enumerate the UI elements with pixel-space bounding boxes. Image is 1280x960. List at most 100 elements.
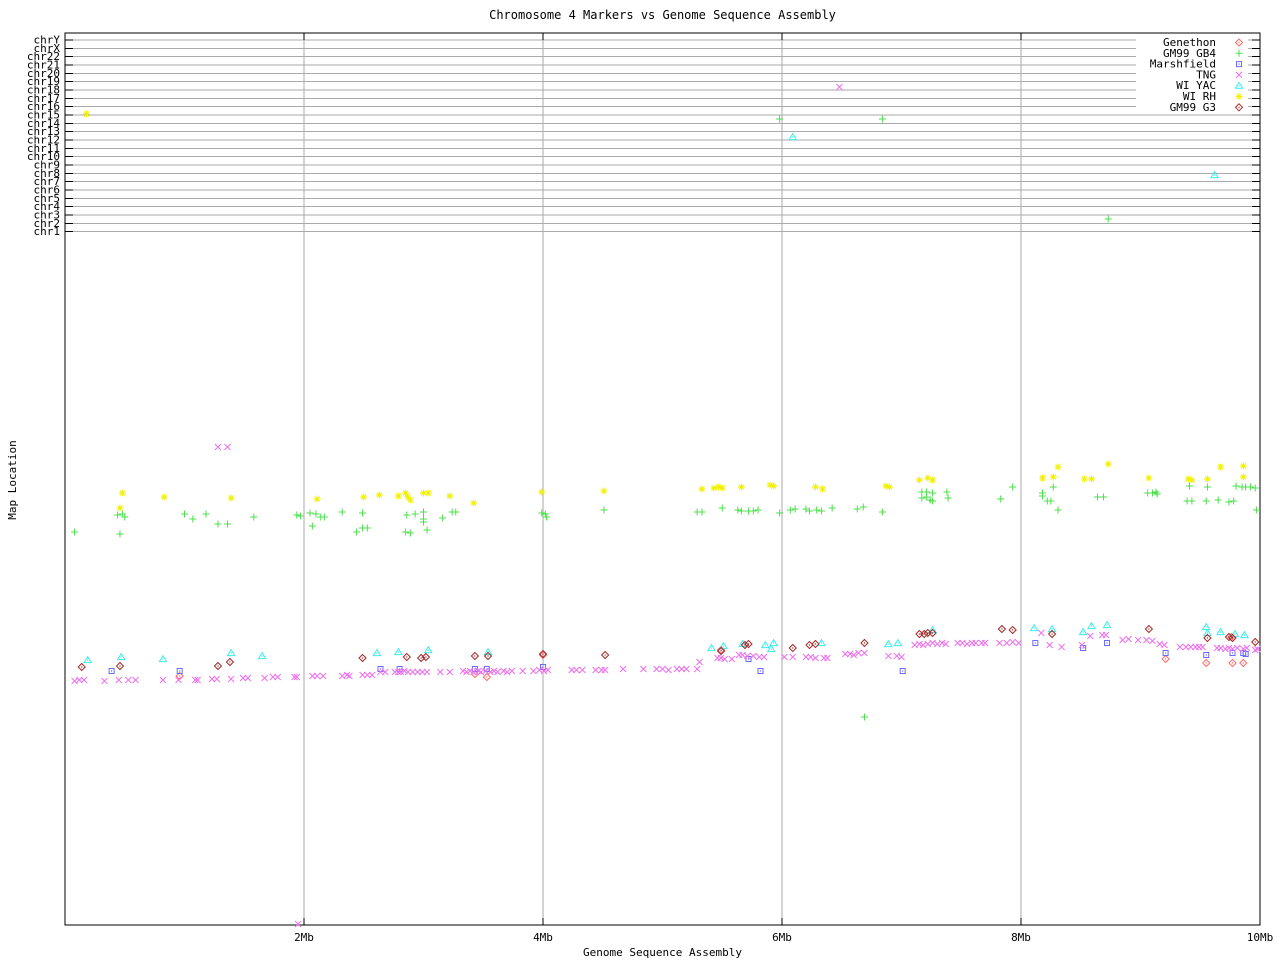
tng-point bbox=[1251, 646, 1259, 654]
legend-label-tng: TNG bbox=[1196, 68, 1216, 81]
wi-rh-point bbox=[811, 483, 819, 491]
wi-yac-point bbox=[883, 639, 893, 648]
wi-rh-point bbox=[886, 483, 894, 491]
gm99-g3-point bbox=[225, 657, 235, 667]
wi-rh-point bbox=[360, 493, 368, 501]
wi-rh-point bbox=[1049, 473, 1057, 481]
tng-point bbox=[313, 672, 321, 680]
gm99-g3-point bbox=[740, 640, 750, 650]
tng-point bbox=[214, 443, 222, 451]
wi-rh-point bbox=[929, 476, 937, 484]
legend-marker-wi-rh-icon bbox=[1235, 93, 1243, 100]
gm99-g3-point bbox=[77, 662, 86, 672]
legend-label-marshfield: Marshfield bbox=[1150, 58, 1216, 71]
wi-rh-point bbox=[1080, 475, 1088, 483]
y-tick-label-chr16: chr16 bbox=[27, 100, 60, 113]
gm99-gb4-point bbox=[320, 513, 328, 521]
wi-yac-point bbox=[1102, 620, 1112, 629]
gm99-g3-point bbox=[1251, 637, 1260, 647]
wi-rh-point bbox=[424, 489, 432, 497]
gm99-g3-point bbox=[805, 640, 814, 650]
wi-rh-point bbox=[600, 487, 608, 495]
gm99-gb4-point bbox=[402, 528, 410, 536]
gm99-gb4-point bbox=[698, 508, 706, 516]
gm99-gb4-point bbox=[296, 512, 304, 520]
genethon-point bbox=[482, 672, 492, 682]
tng-point bbox=[1009, 638, 1016, 646]
gm99-gb4-point bbox=[1188, 497, 1196, 505]
wi-yac-point bbox=[769, 638, 779, 647]
gm99-gb4-point bbox=[1214, 496, 1222, 504]
tng-point bbox=[789, 653, 797, 661]
tng-point bbox=[841, 650, 849, 658]
wi-rh-point bbox=[915, 476, 923, 484]
legend-label-gm99-gb4: GM99 GB4 bbox=[1163, 47, 1216, 60]
y-tick-label-chr1: chr1 bbox=[34, 225, 61, 238]
tng-point bbox=[755, 653, 763, 661]
gm99-gb4-point bbox=[1099, 493, 1107, 501]
y-tick-label-chr3: chr3 bbox=[34, 209, 61, 222]
tng-point bbox=[619, 665, 627, 673]
y-tick-label-chr19: chr19 bbox=[27, 75, 60, 88]
tng-point bbox=[802, 653, 810, 661]
gm99-gb4-point bbox=[420, 508, 427, 516]
tng-point bbox=[942, 640, 950, 648]
gm99-gb4-point bbox=[1093, 493, 1101, 501]
y-tick-label-chr11: chr11 bbox=[27, 142, 60, 155]
y-tick-label-chr9: chr9 bbox=[34, 159, 61, 172]
gm99-gb4-point bbox=[114, 511, 122, 519]
tng-point bbox=[640, 665, 647, 673]
y-tick-label-chr13: chr13 bbox=[27, 125, 60, 138]
wi-rh-point bbox=[1039, 474, 1047, 482]
legend-marker-gm99-g3-icon bbox=[1234, 103, 1244, 112]
wi-yac-point bbox=[766, 644, 776, 653]
marshfield-point bbox=[1104, 640, 1111, 646]
tng-point bbox=[224, 443, 231, 451]
wi-yac-point bbox=[1210, 170, 1220, 179]
wi-rh-point bbox=[698, 485, 706, 493]
wi-rh-point bbox=[882, 482, 890, 490]
tng-point bbox=[1058, 643, 1065, 651]
x-tick-label-6mb: 6Mb bbox=[772, 931, 792, 944]
gm99-gb4-point bbox=[452, 508, 460, 516]
wi-rh-point bbox=[394, 492, 402, 500]
wi-rh-point bbox=[83, 110, 91, 118]
tng-point bbox=[721, 655, 728, 663]
tng-point bbox=[494, 668, 501, 676]
wi-rh-point bbox=[1145, 474, 1153, 482]
y-tick-label-chr20: chr20 bbox=[27, 67, 60, 80]
gm99-gb4-point bbox=[250, 513, 258, 521]
gm99-g3-point bbox=[358, 653, 367, 663]
legend-label-wi-rh: WI RH bbox=[1183, 90, 1216, 103]
tng-point bbox=[1233, 644, 1241, 652]
wi-rh-point bbox=[470, 499, 478, 507]
gm99-gb4-point bbox=[1246, 483, 1254, 491]
genethon-point bbox=[1239, 658, 1248, 668]
tng-point bbox=[812, 654, 819, 662]
y-tick-label-chrx: chrX bbox=[34, 42, 61, 55]
tng-point bbox=[693, 665, 701, 673]
marshfield-point bbox=[108, 668, 115, 674]
legend-marker-genethon-icon bbox=[1234, 38, 1244, 47]
wi-rh-point bbox=[538, 488, 546, 496]
tng-point bbox=[1199, 643, 1206, 651]
wi-yac-point bbox=[116, 652, 126, 661]
gm99-gb4-point bbox=[1225, 498, 1233, 506]
gm99-gb4-point bbox=[1148, 489, 1156, 497]
tng-point bbox=[592, 666, 599, 674]
legend-marker-marshfield-icon bbox=[1236, 61, 1242, 68]
tng-point bbox=[377, 668, 384, 676]
gm99-gb4-point bbox=[878, 115, 886, 123]
gm99-gb4-point bbox=[403, 511, 411, 519]
wi-yac-point bbox=[483, 647, 493, 656]
tng-point bbox=[824, 654, 831, 662]
wi-yac-point bbox=[760, 640, 770, 649]
gm99-gb4-point bbox=[1049, 483, 1057, 491]
wi-yac-point bbox=[226, 648, 236, 657]
y-tick-label-chr6: chr6 bbox=[34, 184, 61, 197]
genethon-point bbox=[538, 650, 548, 660]
gm99-gb4-point bbox=[538, 509, 546, 517]
tng-point bbox=[319, 672, 327, 680]
tng-point bbox=[850, 651, 858, 659]
gm99-gb4-point bbox=[181, 510, 188, 518]
